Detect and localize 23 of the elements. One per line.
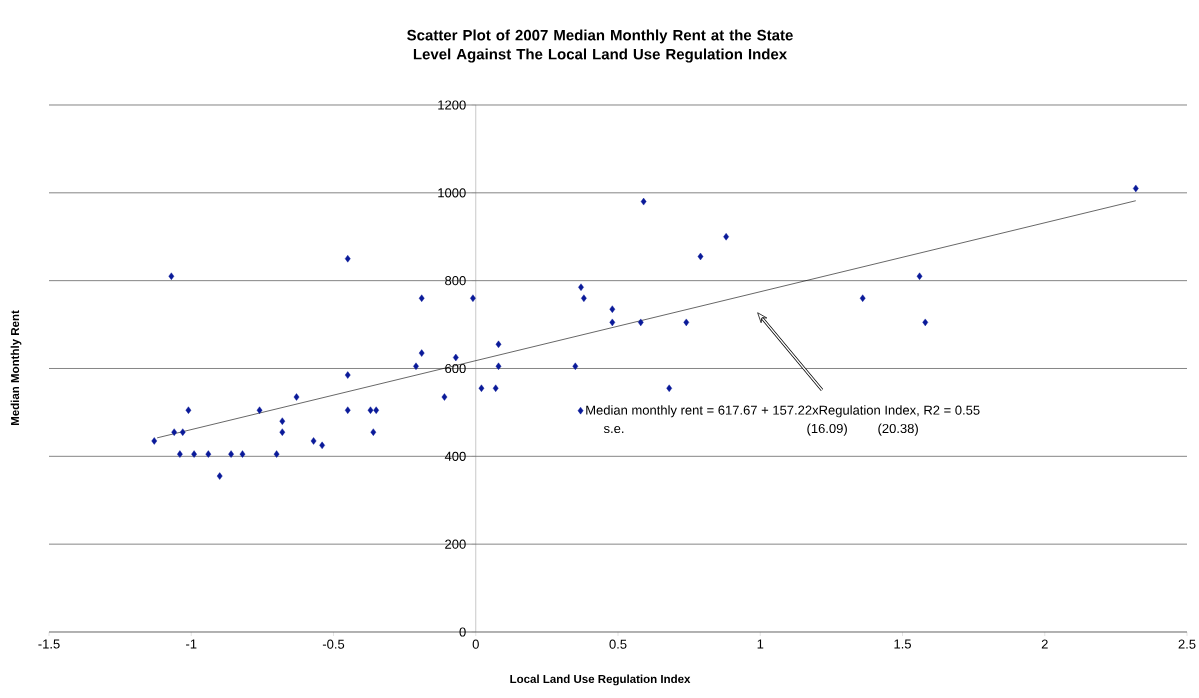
annotation: s.e. (603, 425, 624, 434)
x-tick-label: -1.5 (38, 639, 60, 649)
y-tick-label: 1000 (438, 188, 466, 198)
x-tick-label: 2 (1041, 639, 1048, 649)
x-tick-label: 1.5 (894, 639, 911, 649)
chart-title: Scatter Plot of 2007 Median Monthly Rent at the State Level Against The Local Land Use Regulation Index (407, 29, 793, 63)
x-tick-label: -0.5 (322, 639, 345, 649)
x-tick-label: -1 (186, 639, 197, 649)
y-tick-label: 200 (445, 539, 466, 549)
x-tick-label: 0.5 (609, 639, 627, 649)
x-tick-label: 2.5 (1178, 639, 1196, 649)
y-tick-label: 600 (445, 363, 466, 374)
y-tick-label: 400 (444, 451, 466, 461)
y-axis-title: Median Monthly Rent (10, 310, 22, 426)
y-tick-label: 800 (445, 276, 466, 286)
legend-label: Median monthly rent = 617.67 + 157.22xRegulation Index, R2 = 0.55 (586, 405, 980, 418)
annotation: (20.38) (878, 423, 918, 436)
x-axis-title: Local Land Use Regulation Index (510, 674, 691, 686)
x-tick-label: 1 (757, 639, 764, 649)
annotation: (16.09) (807, 423, 847, 436)
x-tick-label: 0 (472, 639, 479, 649)
y-tick-label: 0 (459, 627, 466, 637)
y-tick-label: 1200 (438, 100, 466, 110)
